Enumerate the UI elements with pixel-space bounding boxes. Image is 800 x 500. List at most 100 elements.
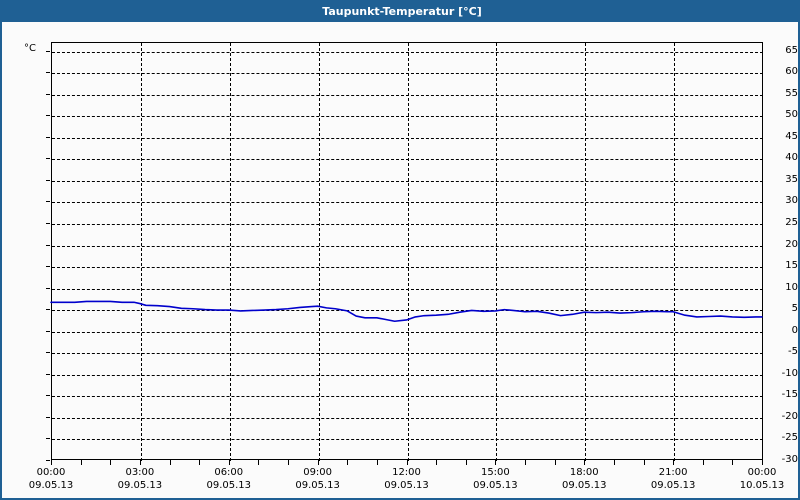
y-axis-tick-label: 20 (785, 238, 798, 250)
y-axis-tick-mark (46, 115, 50, 117)
x-tick-time: 03:00 (125, 467, 155, 478)
x-tick-date: 09.05.13 (117, 480, 163, 491)
x-axis-tick-label: 06:00 09.05.13 (184, 466, 274, 492)
x-axis-tick-mark (495, 460, 497, 465)
y-axis-tick-mark (46, 222, 50, 224)
x-tick-date: 09.05.13 (28, 480, 74, 491)
y-axis-tick-label: 15 (785, 260, 798, 272)
y-axis-tick-label: 30 (785, 195, 798, 207)
x-axis-tick-mark (317, 460, 319, 465)
page-title: Taupunkt-Temperatur [°C] (322, 5, 482, 18)
x-axis-tick-mark (554, 460, 556, 465)
x-axis-tick-mark (465, 460, 467, 465)
x-axis-tick-mark (406, 460, 408, 465)
x-tick-date: 09.05.13 (384, 480, 429, 491)
window-title-bar: Taupunkt-Temperatur [°C] (2, 2, 798, 22)
plot-area (51, 42, 763, 461)
y-axis-tick-label: -5 (788, 346, 798, 358)
x-axis-tick-mark (376, 460, 378, 465)
y-axis-tick-mark (46, 266, 50, 268)
y-axis-tick-mark (46, 50, 50, 52)
v-gridline (496, 43, 498, 461)
x-tick-time: 18:00 (569, 467, 599, 478)
y-axis-tick-label: 5 (791, 303, 798, 315)
y-axis-tick-mark (46, 460, 50, 461)
y-axis-tick-label: 50 (785, 109, 798, 121)
x-axis-tick-label: 18:00 09.05.13 (539, 466, 629, 492)
y-axis-tick-mark (46, 136, 50, 138)
x-tick-date: 09.05.13 (473, 480, 518, 491)
chart-canvas: °C 65 60 55 50 45 40 35 30 25 20 15 10 5 0 -5 -10 -15 -20… (2, 22, 798, 498)
y-axis-tick-label: 60 (785, 66, 798, 78)
v-gridline (407, 43, 409, 461)
y-axis-tick-label: 45 (785, 130, 798, 142)
y-axis-tick-label: -25 (781, 432, 798, 444)
x-tick-time: 12:00 (392, 467, 421, 478)
plot-right-border (762, 42, 763, 461)
x-tick-time: 09:00 (303, 467, 333, 478)
x-tick-date: 09.05.13 (650, 480, 696, 491)
y-axis-tick-mark (46, 438, 50, 440)
x-axis-tick-mark (613, 460, 615, 465)
x-axis-tick-label: 00:00 10.05.13 (717, 466, 798, 492)
y-axis-tick-label: 35 (785, 173, 798, 185)
y-axis-tick-mark (46, 373, 50, 375)
x-axis-tick-mark (110, 460, 112, 465)
y-axis-tick-mark (46, 244, 50, 246)
x-axis-tick-mark (80, 460, 82, 465)
x-axis-tick-mark (258, 460, 260, 465)
v-gridline (229, 43, 231, 461)
y-axis-tick-mark (46, 201, 50, 203)
v-gridline (140, 43, 142, 461)
y-axis-tick-mark (46, 93, 50, 95)
y-axis-tick-mark (46, 352, 50, 354)
x-axis-tick-mark (288, 460, 289, 465)
x-axis-tick-mark (199, 460, 201, 465)
x-axis-tick-label: 00:00 09.05.13 (6, 466, 96, 492)
x-axis-tick-mark (762, 460, 763, 465)
x-tick-time: 21:00 (658, 467, 688, 478)
y-axis-tick-mark (46, 330, 50, 332)
x-tick-time: 15:00 (480, 467, 510, 478)
x-axis-tick-mark (732, 460, 734, 465)
x-axis-tick-mark (169, 460, 171, 465)
x-axis-tick-mark (228, 460, 230, 465)
x-tick-time: 00:00 (747, 467, 777, 478)
x-axis-tick-label: 15:00 09.05.13 (450, 466, 540, 492)
x-axis-tick-mark (584, 460, 586, 465)
x-axis-tick-mark (643, 460, 645, 465)
y-axis-tick-label: 65 (785, 44, 798, 56)
y-axis-tick-mark (46, 179, 50, 181)
x-tick-date: 10.05.13 (739, 480, 785, 491)
x-tick-time: 00:00 (36, 467, 66, 478)
v-gridline (674, 43, 676, 461)
y-axis-tick-label: -20 (781, 410, 798, 422)
y-axis-tick-label: 10 (785, 281, 798, 293)
x-tick-date: 09.05.13 (561, 480, 607, 491)
v-gridline (318, 43, 320, 461)
y-axis-tick-label: 40 (785, 152, 798, 164)
y-axis-tick-mark (46, 395, 50, 397)
y-axis-tick-mark (46, 72, 50, 74)
y-axis-tick-mark (46, 158, 50, 160)
x-axis-tick-mark (51, 460, 52, 465)
x-axis-tick-label: 21:00 09.05.13 (628, 466, 718, 492)
y-axis-tick-label: 55 (785, 87, 798, 99)
x-axis-tick-mark (436, 460, 438, 465)
x-tick-date: 09.05.13 (206, 480, 252, 491)
x-axis-tick-label: 03:00 09.05.13 (95, 466, 185, 492)
x-tick-date: 09.05.13 (295, 480, 340, 491)
y-axis-tick-mark (46, 287, 50, 289)
x-tick-time: 06:00 (214, 467, 244, 478)
x-axis-tick-mark (702, 460, 704, 465)
x-axis-tick-mark (139, 460, 141, 465)
y-axis-tick-label: -15 (781, 389, 798, 401)
x-axis-tick-label: 12:00 09.05.13 (362, 466, 452, 492)
x-axis-tick-mark (673, 460, 675, 465)
y-axis-tick-label: -30 (781, 454, 798, 465)
y-axis-tick-mark (46, 416, 50, 418)
y-axis-tick-mark (46, 309, 50, 311)
v-gridline (585, 43, 587, 461)
y-axis-tick-label: 25 (785, 216, 798, 228)
